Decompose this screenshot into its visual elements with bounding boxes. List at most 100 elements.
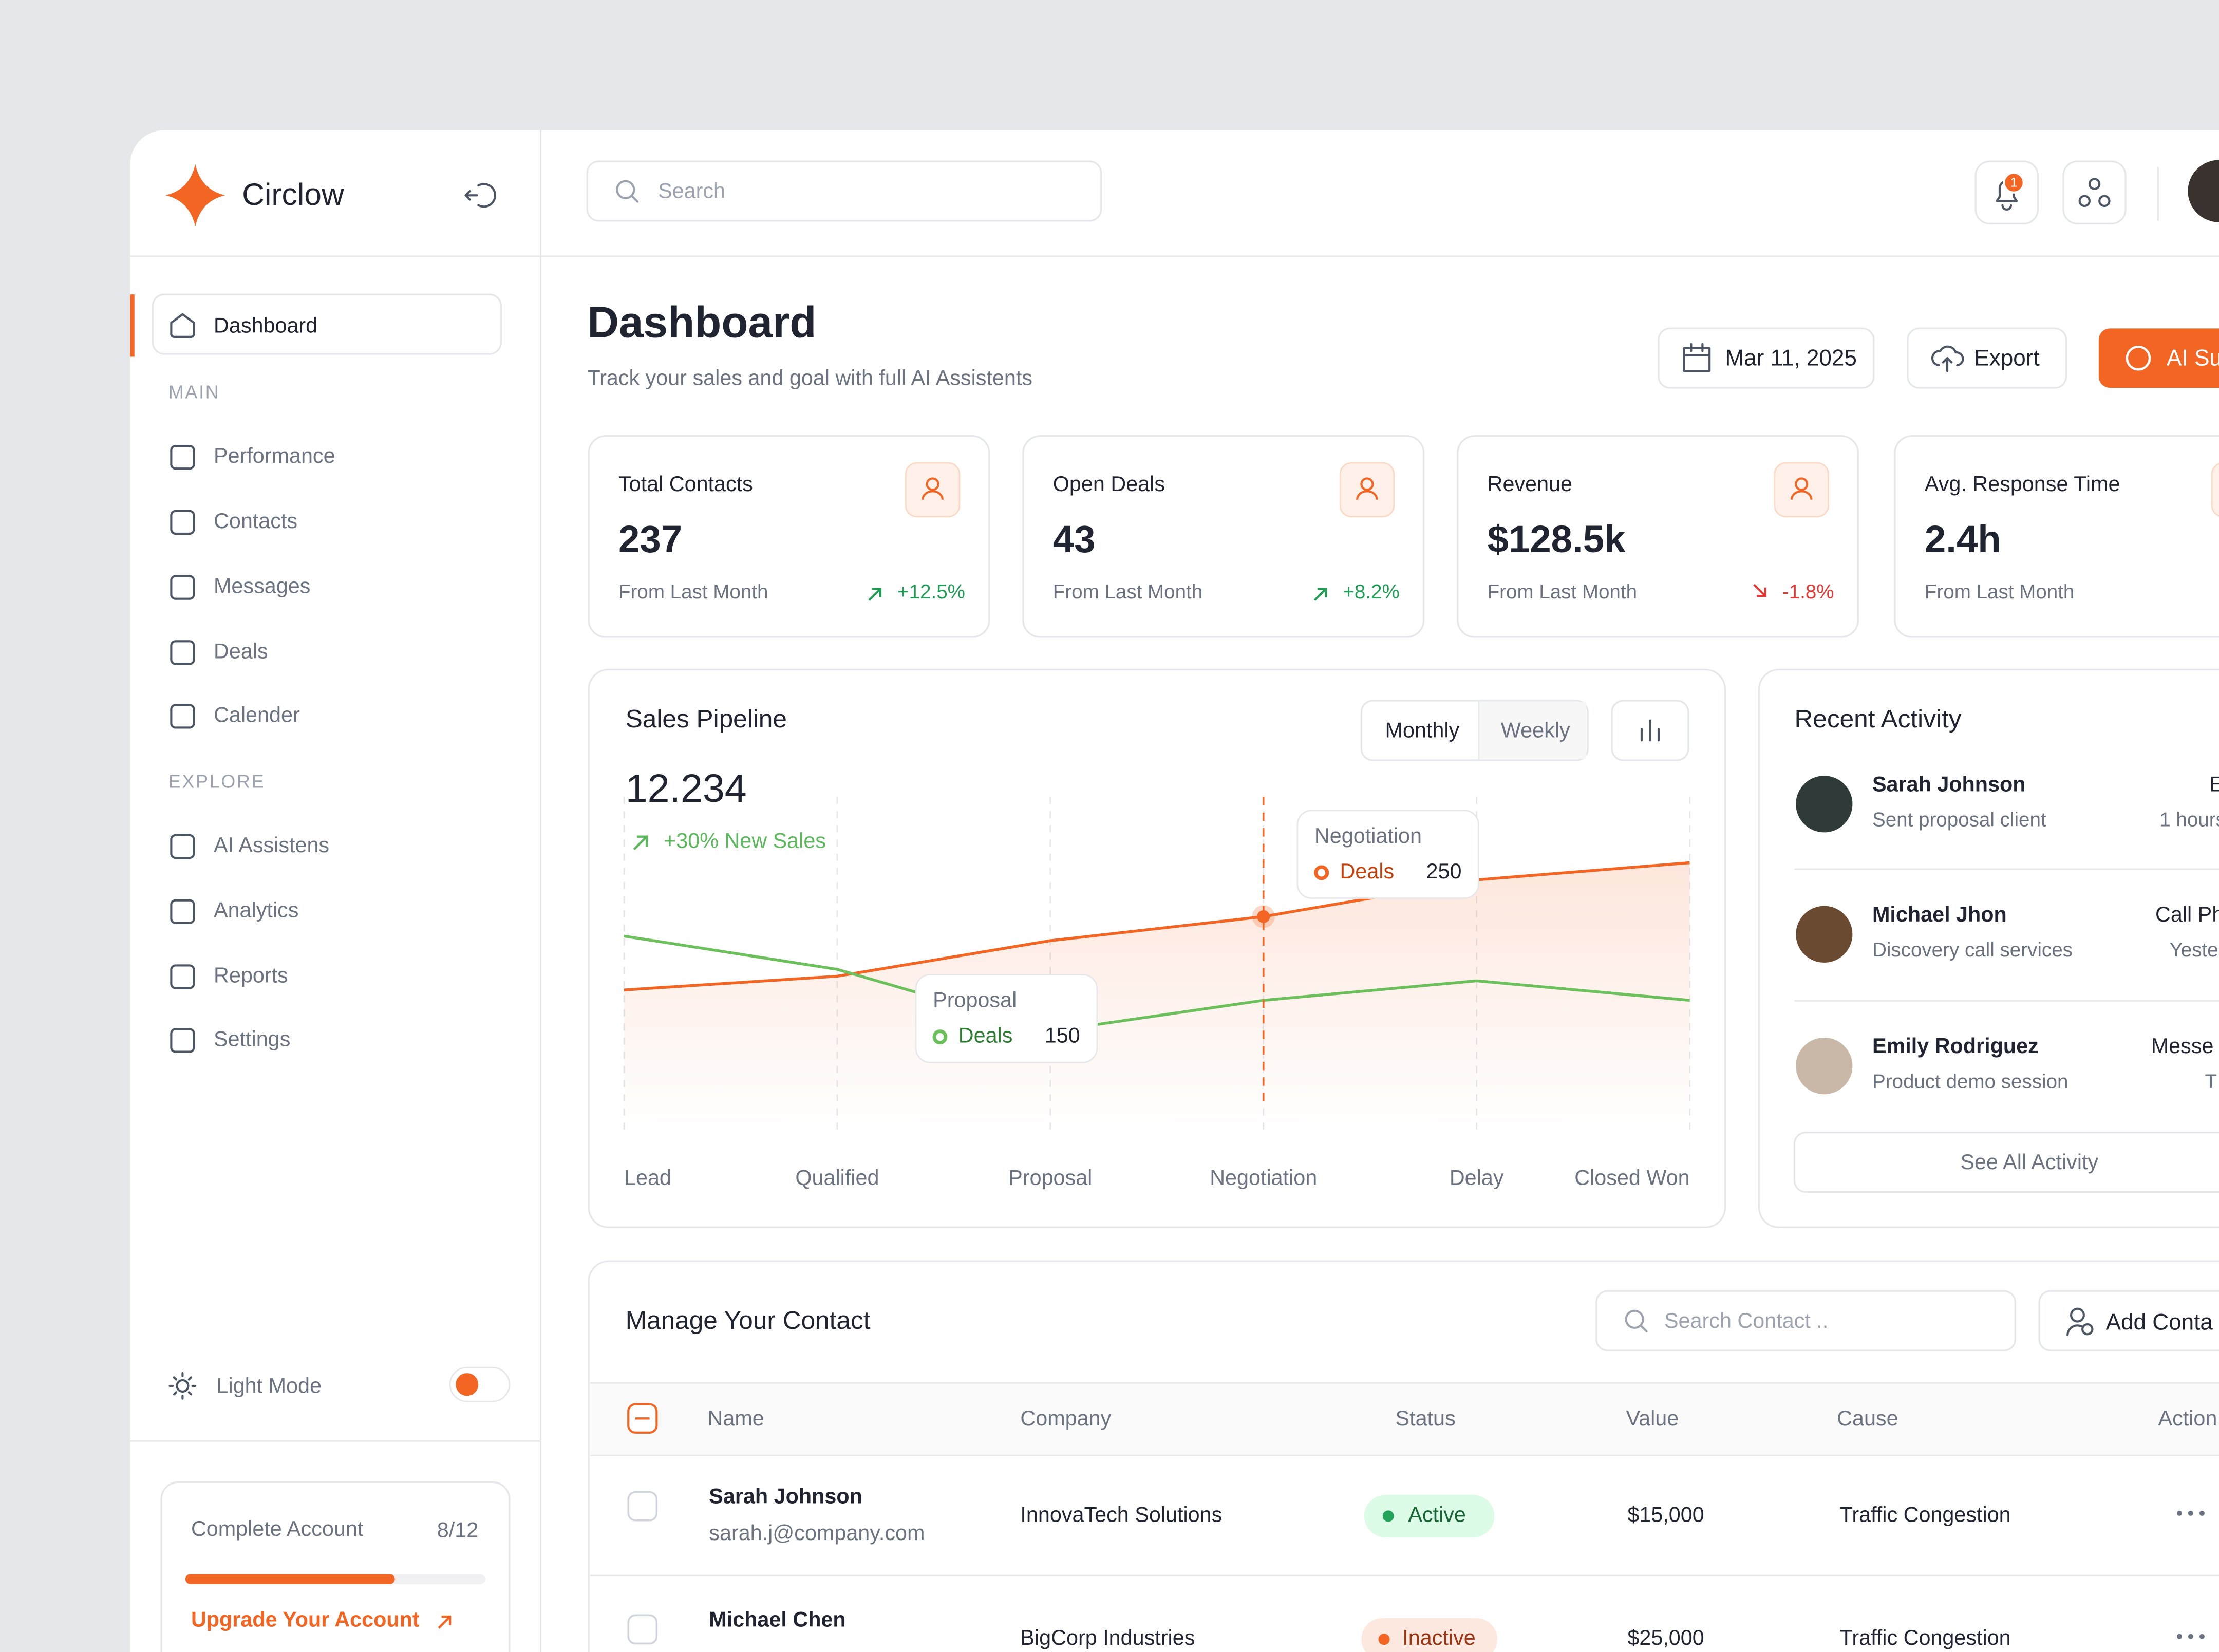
nav-label: Contacts — [214, 509, 297, 533]
notification-button[interactable] — [1974, 160, 2039, 225]
stat-label: Open Deals — [1053, 472, 1165, 496]
icon — [170, 640, 195, 665]
nav-item[interactable] — [153, 559, 501, 616]
activity-type: Call Ph — [2155, 903, 2219, 926]
stat-note: From Last Month — [1488, 581, 1637, 603]
contact-name: Michael Chen — [709, 1607, 845, 1631]
nav-item[interactable] — [153, 1012, 501, 1068]
nav-label: Analytics — [214, 898, 298, 922]
contact-status: Active — [1408, 1503, 1466, 1526]
search-icon — [1625, 1309, 1648, 1332]
add-contact-button[interactable] — [2038, 1290, 2219, 1351]
date: Mar 11, 2025 — [1725, 346, 1856, 371]
nav-label: AI Assistens — [214, 833, 329, 857]
ai-label: AI Su — [2167, 346, 2219, 371]
brand: Circlow — [242, 177, 344, 212]
avatar — [1796, 776, 1853, 833]
chart-title: Sales Pipeline — [626, 704, 787, 733]
status-pill — [1364, 1495, 1495, 1537]
active-indicator — [130, 294, 135, 357]
toggle-knob — [456, 1373, 479, 1396]
action-dot[interactable] — [2176, 1510, 2182, 1516]
stat-card — [1894, 435, 2219, 638]
nav-label: Calender — [214, 703, 300, 726]
nav-item-active[interactable] — [152, 293, 502, 355]
section-label: EXPLORE — [168, 771, 265, 792]
ai-icon — [2126, 345, 2151, 371]
action-dot[interactable] — [2188, 1510, 2193, 1516]
sun-icon — [168, 1372, 197, 1400]
x-tick-label: Qualified — [795, 1166, 879, 1189]
column-header: Value — [1626, 1406, 1679, 1430]
action-dot[interactable] — [2176, 1634, 2182, 1639]
add-contact-label: Add Conta — [2106, 1309, 2213, 1335]
search-icon — [616, 180, 639, 203]
icon — [170, 575, 195, 600]
stat-icon — [1790, 490, 1813, 500]
contact-company: InnovaTech Solutions — [1020, 1503, 1222, 1526]
action-dot[interactable] — [2199, 1510, 2205, 1516]
activity-desc: Sent proposal client — [1872, 809, 2046, 831]
tooltip-label: Deals — [958, 1024, 1013, 1047]
contact-value: $15,000 — [1627, 1503, 1704, 1526]
stat-icon — [926, 477, 939, 491]
nav-item[interactable] — [153, 884, 501, 940]
contact-search-placeholder: Search Contact .. — [1664, 1309, 1828, 1332]
date-button[interactable] — [1658, 327, 1875, 389]
avatar — [1796, 1037, 1853, 1095]
mode-label: Light Mode — [217, 1374, 322, 1398]
collapse-button[interactable] — [464, 183, 496, 208]
avatar[interactable] — [2188, 160, 2219, 222]
row-checkbox[interactable] — [627, 1491, 658, 1522]
series-line — [624, 861, 1690, 991]
arrow-icon — [633, 835, 648, 851]
column-header: Company — [1020, 1406, 1111, 1430]
contact-company: BigCorp Industries — [1020, 1626, 1195, 1649]
chart-tab[interactable]: Monthly — [1385, 719, 1460, 742]
logo — [165, 164, 225, 227]
stat-icon-box — [2211, 463, 2219, 517]
nav-label: Deals — [214, 639, 268, 663]
contact-email: sarah.j@company.com — [709, 1521, 925, 1545]
activity-desc: Product demo session — [1872, 1071, 2068, 1093]
upload-icon — [1931, 345, 1964, 372]
share-button[interactable] — [2062, 160, 2127, 225]
contact-cause: Traffic Congestion — [1840, 1626, 2011, 1649]
nav-item[interactable] — [153, 494, 501, 551]
activity-name: Emily Rodriguez — [1872, 1034, 2039, 1058]
x-tick-label: Lead — [624, 1166, 671, 1189]
search-placeholder: Search — [658, 179, 725, 203]
export-label: Export — [1974, 346, 2039, 371]
nav-item[interactable] — [153, 624, 501, 681]
chart-tab[interactable]: Weekly — [1501, 719, 1570, 742]
nav-item[interactable] — [153, 688, 501, 744]
arrow-icon — [438, 1615, 452, 1629]
nav-label: Settings — [214, 1027, 290, 1050]
action-dot[interactable] — [2199, 1634, 2205, 1639]
stat-change: +8.2% — [1343, 581, 1399, 603]
complete-label: Complete Account — [191, 1517, 364, 1541]
export-button[interactable] — [1907, 327, 2067, 389]
stat-label: Avg. Response Time — [1925, 472, 2120, 496]
share-icon — [2078, 178, 2111, 208]
contact-search[interactable] — [1595, 1290, 2016, 1351]
action-dot[interactable] — [2188, 1634, 2193, 1639]
row-checkbox[interactable] — [627, 1614, 658, 1645]
nav-label: Reports — [214, 963, 288, 987]
ai-button[interactable] — [2098, 328, 2219, 388]
column-header: Status — [1396, 1406, 1456, 1430]
stat-change: -1.8% — [1782, 581, 1834, 603]
icon — [170, 445, 195, 470]
area — [624, 862, 1690, 1133]
upgrade-link[interactable]: Upgrade Your Account — [191, 1607, 420, 1631]
stat-label: Revenue — [1488, 472, 1572, 496]
stat-value: $128.5k — [1488, 518, 1626, 560]
nav-item[interactable] — [153, 948, 501, 1005]
progress-fill — [185, 1574, 395, 1584]
column-header: Cause — [1837, 1406, 1898, 1430]
search-box[interactable] — [586, 160, 1102, 222]
avatar — [1796, 906, 1853, 963]
see-all-button[interactable] — [1793, 1131, 2219, 1193]
tooltip — [915, 973, 1098, 1063]
user-add-icon — [2066, 1307, 2094, 1336]
